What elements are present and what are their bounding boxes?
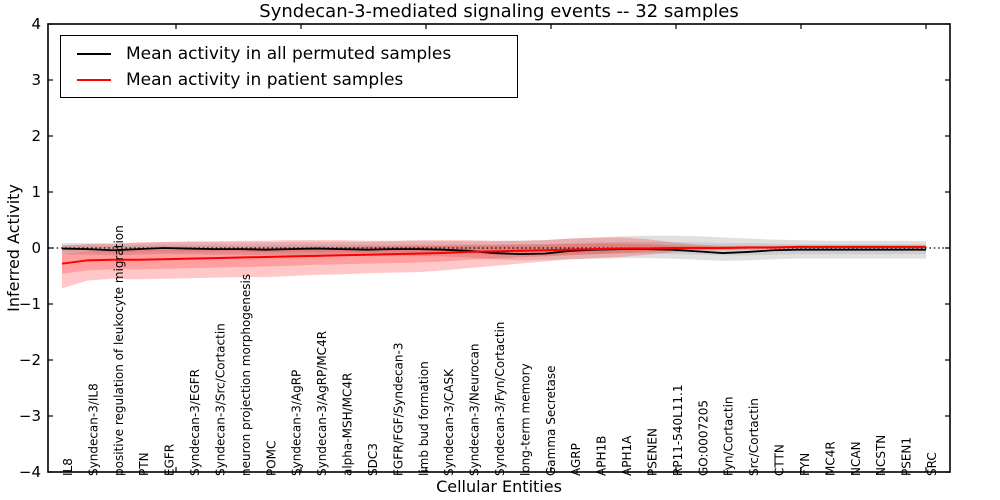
x-tick-label: RP11-540L11.1 bbox=[671, 385, 685, 476]
x-tick-label: Syndecan-3/EGFR bbox=[188, 369, 202, 476]
x-tick-label: Syndecan-3/CASK bbox=[442, 368, 456, 476]
x-tick-label: Src/Cortactin bbox=[747, 398, 761, 476]
x-tick-label: Syndecan-3/Fyn/Cortactin bbox=[493, 322, 507, 476]
y-tick-label: −1 bbox=[19, 295, 41, 313]
x-tick-label: alpha-MSH/MC4R bbox=[341, 373, 355, 476]
x-tick-label: Syndecan-3/AgRP/MC4R bbox=[315, 331, 329, 476]
x-tick-label: limb bud formation bbox=[417, 361, 431, 476]
x-tick-label: CTTN bbox=[773, 444, 787, 476]
x-tick-label: FYN bbox=[798, 453, 812, 476]
x-tick-label: NCAN bbox=[849, 441, 863, 476]
x-tick-label: GO:0007205 bbox=[696, 400, 710, 476]
y-tick-label: 2 bbox=[31, 127, 41, 145]
x-tick-label: long-term memory bbox=[518, 363, 532, 476]
legend-line-sample-patient bbox=[77, 79, 111, 81]
legend-label-patient: Mean activity in patient samples bbox=[126, 70, 404, 90]
chart-title: Syndecan-3-mediated signaling events -- … bbox=[259, 1, 739, 22]
y-tick-label: −4 bbox=[19, 463, 41, 481]
x-tick-label: Syndecan-3/Src/Cortactin bbox=[213, 323, 227, 476]
legend-label-permuted: Mean activity in all permuted samples bbox=[126, 44, 452, 64]
y-axis-title: Inferred Activity bbox=[4, 184, 23, 312]
series-line-patient bbox=[61, 245, 926, 265]
x-tick-label: POMC bbox=[264, 441, 278, 476]
legend-item-permuted: Mean activity in all permuted samples bbox=[61, 41, 517, 67]
x-tick-label: IL8 bbox=[61, 458, 75, 476]
legend-line-sample-permuted bbox=[77, 53, 111, 55]
band-inner-patient bbox=[62, 243, 926, 274]
legend-item-patient: Mean activity in patient samples bbox=[61, 67, 517, 93]
x-axis-title: Cellular Entities bbox=[436, 477, 562, 496]
band-outer-permuted bbox=[62, 235, 926, 261]
legend: Mean activity in all permuted samples Me… bbox=[60, 35, 518, 98]
y-tick-label: 1 bbox=[31, 183, 41, 201]
x-tick-label: FGFR/FGF/Syndecan-3 bbox=[391, 343, 405, 476]
x-tick-label: Syndecan-3/AgRP bbox=[290, 370, 304, 476]
x-tick-label: Syndecan-3/IL8 bbox=[86, 383, 100, 476]
x-tick-label: PTN bbox=[137, 452, 151, 476]
x-tick-label: APH1A bbox=[620, 435, 634, 476]
series-line-permuted bbox=[61, 247, 926, 256]
x-tick-label: Gamma Secretase bbox=[544, 365, 558, 476]
x-tick-label: SRC bbox=[925, 452, 939, 476]
x-tick-label: Fyn/Cortactin bbox=[722, 396, 736, 476]
y-tick-label: 0 bbox=[31, 239, 41, 257]
y-tick-label: −2 bbox=[19, 351, 41, 369]
x-tick-label: MC4R bbox=[823, 441, 837, 476]
x-tick-label: APH1B bbox=[595, 436, 609, 476]
y-tick-label: 4 bbox=[31, 15, 41, 33]
x-tick-label: NCSTN bbox=[874, 435, 888, 476]
x-tick-label: PSENEN bbox=[645, 428, 659, 476]
y-tick-label: 3 bbox=[31, 71, 41, 89]
x-tick-label: Syndecan-3/Neurocan bbox=[468, 344, 482, 476]
x-tick-label: AGRP bbox=[569, 443, 583, 476]
x-tick-label: neuron projection morphogenesis bbox=[239, 274, 253, 476]
x-tick-label: SDC3 bbox=[366, 443, 380, 476]
x-tick-label: EGFR bbox=[163, 444, 177, 476]
x-tick-label: positive regulation of leukocyte migrati… bbox=[112, 225, 126, 476]
y-tick-label: −3 bbox=[19, 407, 41, 425]
x-tick-label: PSEN1 bbox=[900, 437, 914, 476]
